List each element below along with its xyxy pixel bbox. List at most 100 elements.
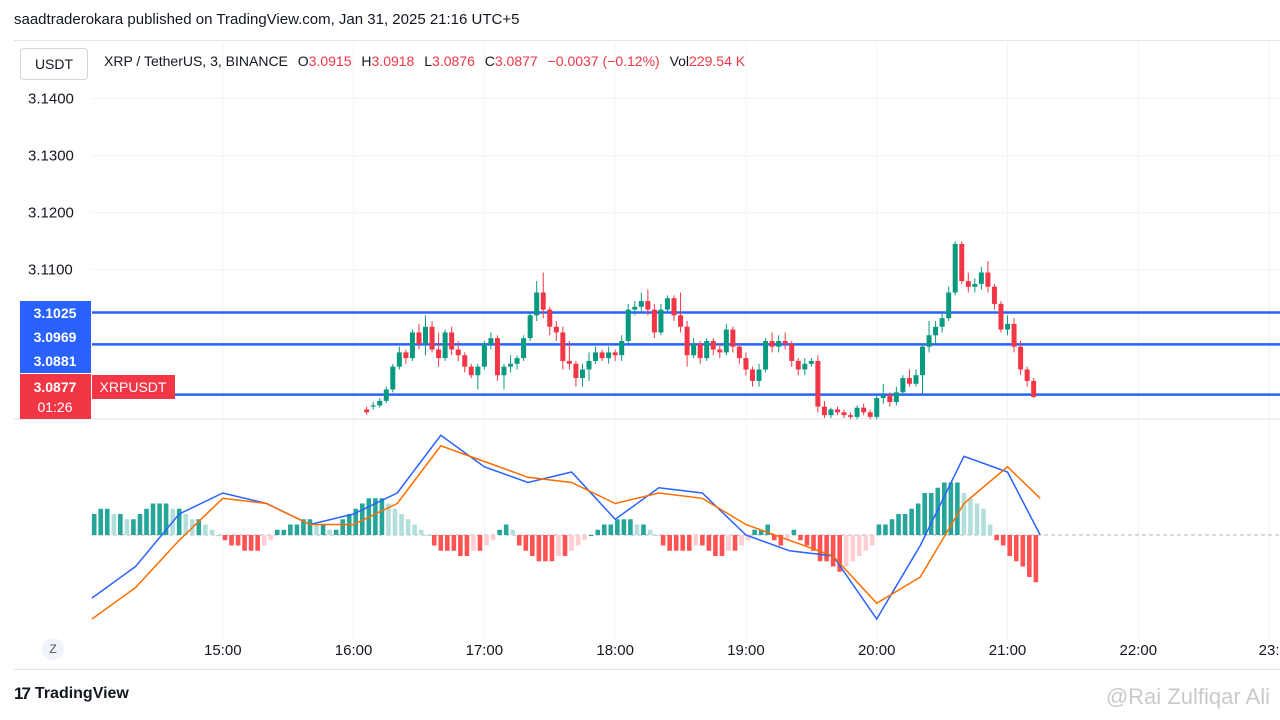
close-value: 3.0877	[494, 53, 538, 69]
macd-histogram-bar	[791, 529, 797, 535]
macd-histogram-bar	[974, 503, 980, 535]
close-label: C	[484, 53, 495, 69]
macd-histogram-bar	[804, 535, 810, 546]
price-tag-label: 3.0881	[34, 353, 77, 369]
macd-histogram-bar	[824, 535, 829, 562]
macd-histogram-bar	[647, 529, 653, 535]
macd-histogram-bar	[621, 519, 627, 535]
macd-histogram-bar	[994, 535, 999, 541]
candle-body	[671, 298, 677, 316]
candle-body	[730, 329, 736, 347]
candle-body	[468, 366, 474, 376]
macd-histogram-bar	[392, 508, 398, 535]
tradingview-logo[interactable]: 17 TradingView	[14, 684, 129, 704]
macd-histogram-bar	[301, 519, 306, 535]
macd-histogram-bar	[588, 535, 594, 536]
currency-button[interactable]: USDT	[20, 48, 88, 80]
candle-body	[599, 352, 605, 359]
macd-histogram-bar	[490, 535, 496, 541]
macd-histogram-bar	[719, 535, 725, 556]
candle-body	[475, 366, 481, 376]
candle-body	[782, 340, 788, 344]
macd-histogram-bar	[229, 535, 234, 546]
macd-histogram-bar	[628, 519, 633, 535]
macd-histogram-bar	[176, 508, 182, 535]
macd-histogram-bar	[876, 524, 882, 535]
macd-histogram-bar	[1013, 535, 1019, 562]
candle-body	[933, 326, 939, 336]
candle-body	[494, 338, 500, 376]
macd-histogram-bar	[830, 535, 836, 567]
macd-histogram-bar	[745, 535, 751, 541]
candle-body	[763, 340, 769, 370]
candle-body	[776, 340, 782, 347]
macd-histogram-bar	[608, 524, 614, 535]
candle-body	[802, 363, 808, 370]
macd-histogram-bar	[654, 535, 659, 536]
macd-histogram-bar	[523, 535, 529, 551]
macd-histogram-bar	[700, 535, 705, 546]
macd-histogram-bar	[379, 498, 385, 535]
macd-histogram-bar	[615, 519, 620, 535]
x-tick-label: 22:00	[1120, 642, 1158, 659]
candle-body	[455, 349, 461, 356]
y-tick-label: 3.1100	[28, 262, 73, 279]
macd-histogram-bar	[543, 535, 548, 562]
macd-histogram-bar	[811, 535, 816, 551]
macd-histogram-bar	[503, 524, 509, 535]
candle-body	[749, 369, 755, 381]
volume-label: Vol	[669, 53, 690, 69]
macd-histogram-bar	[889, 519, 895, 535]
candle-body	[920, 346, 926, 376]
candle-body	[952, 244, 958, 293]
macd-histogram-bar	[536, 535, 542, 562]
x-tick-label: 20:00	[858, 642, 896, 659]
candle-body	[540, 292, 546, 310]
macd-histogram-bar	[562, 535, 568, 556]
zoom-reset-button[interactable]: Z	[42, 638, 64, 660]
symbol-title: XRP / TetherUS, 3, BINANCE	[104, 53, 288, 69]
macd-histogram-bar	[111, 514, 117, 535]
macd-histogram-bar	[235, 535, 241, 546]
publisher-caption: saadtraderokara published on TradingView…	[14, 11, 520, 28]
candle-body	[743, 358, 749, 370]
candle-body	[638, 301, 644, 307]
macd-histogram-bar	[144, 508, 149, 535]
macd-histogram-bar	[399, 514, 404, 535]
macd-histogram-bar	[942, 482, 947, 535]
macd-histogram-bar	[843, 535, 849, 567]
candle-body	[442, 332, 448, 359]
macd-histogram-bar	[582, 535, 587, 541]
macd-histogram-bar	[778, 535, 784, 546]
macd-histogram-bar	[294, 524, 300, 535]
macd-histogram-bar	[464, 535, 470, 556]
candle-body	[436, 349, 442, 359]
price-tag-label: 3.0969	[34, 329, 77, 345]
candle-body	[632, 306, 638, 310]
macd-histogram-bar	[706, 535, 712, 551]
candle-body	[704, 340, 710, 359]
candle-body	[1024, 369, 1030, 381]
x-tick-label: 15:00	[204, 642, 242, 659]
macd-histogram-bar	[471, 535, 476, 551]
macd-histogram-bar	[1033, 535, 1039, 583]
candle-body	[534, 292, 540, 316]
macd-histogram-bar	[458, 535, 463, 556]
candle-body	[625, 309, 631, 341]
candle-body	[893, 392, 899, 403]
macd-histogram-bar	[183, 514, 189, 535]
ticker-tag-box	[92, 375, 175, 399]
candle-body	[880, 395, 886, 399]
candle-body	[985, 272, 991, 287]
candle-body	[501, 366, 507, 376]
macd-histogram-bar	[484, 535, 489, 546]
candle-body	[423, 326, 429, 344]
macd-histogram-bar	[307, 519, 313, 535]
y-tick-label: 3.1400	[28, 91, 74, 108]
candle-body	[795, 360, 801, 370]
candle-body	[867, 412, 873, 417]
candle-body	[906, 378, 912, 384]
macd-histogram-bar	[928, 493, 934, 535]
open-label: O	[297, 53, 309, 69]
